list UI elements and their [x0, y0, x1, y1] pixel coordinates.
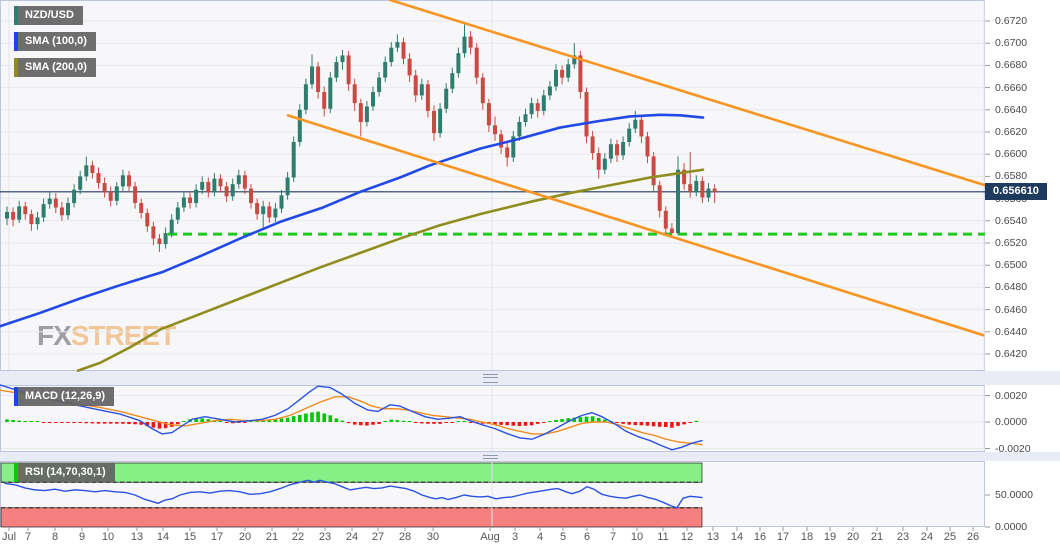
time-axis-label: 22 — [291, 531, 305, 543]
macd-indicator-label[interactable]: MACD (12,26,9) — [14, 387, 115, 406]
price-chart-panel[interactable] — [0, 0, 985, 371]
price-axis-label: 0.6520 — [995, 237, 1028, 249]
time-axis-label: 5 — [559, 531, 567, 543]
time-axis-label: 7 — [609, 531, 617, 543]
time-axis-label: 24 — [920, 531, 934, 543]
time-axis-label: 9 — [78, 531, 86, 543]
macd-axis-label: 0.0000 — [995, 416, 1028, 428]
time-axis-label: Aug — [480, 531, 500, 543]
time-axis-label: 23 — [318, 531, 332, 543]
rsi-axis-label: 50.0000 — [995, 489, 1033, 501]
sma200-color-bar-icon — [14, 58, 18, 77]
price-axis-label: 0.6660 — [995, 81, 1028, 94]
time-axis-label: Jul — [1, 531, 17, 543]
price-axis-label: 0.6420 — [995, 348, 1028, 360]
price-axis-label: 0.6700 — [995, 37, 1028, 50]
price-axis-label: 0.6680 — [995, 59, 1028, 72]
price-axis-label: 0.6540 — [995, 214, 1028, 227]
legend-symbol[interactable]: NZD/USD — [14, 6, 83, 25]
time-axis-label: 17 — [210, 531, 224, 543]
time-axis-label: 13 — [706, 531, 720, 543]
rsi-color-bar-icon — [14, 463, 18, 482]
time-axis-label: 19 — [823, 531, 837, 543]
time-axis-label: 17 — [776, 531, 790, 543]
sma100-color-bar-icon — [14, 32, 18, 51]
price-axis-label: 0.6640 — [995, 103, 1028, 116]
time-axis-label: 7 — [24, 531, 32, 543]
time-axis-label: 15 — [183, 531, 197, 543]
time-axis-label: 6 — [583, 531, 591, 543]
rsi-label: RSI (14,70,30,1) — [25, 466, 106, 478]
macd-color-bar-icon — [14, 387, 18, 406]
symbol-label: NZD/USD — [25, 9, 74, 21]
time-axis-label: 18 — [800, 531, 814, 543]
panel-divider — [0, 452, 1060, 464]
legend-sma200[interactable]: SMA (200,0) — [14, 58, 96, 77]
time-axis-label: 8 — [51, 531, 59, 543]
time-axis-label: 14 — [730, 531, 744, 543]
time-axis-label: 28 — [398, 531, 412, 543]
macd-label: MACD (12,26,9) — [25, 390, 106, 402]
price-axis-label: 0.6460 — [995, 303, 1028, 316]
price-axis-label: 0.6620 — [995, 126, 1028, 138]
time-axis-label: 11 — [657, 531, 669, 543]
time-axis-label: 25 — [943, 531, 957, 543]
time-axis-label: 13 — [130, 531, 144, 543]
rsi-indicator-label[interactable]: RSI (14,70,30,1) — [14, 463, 115, 482]
time-axis-label: 14 — [156, 531, 170, 543]
sma100-label: SMA (100,0) — [25, 35, 87, 47]
time-axis-label: 24 — [345, 531, 359, 543]
time-axis-label: 4 — [536, 531, 544, 543]
time-axis-label: 20 — [238, 531, 252, 543]
price-axis-label: 0.6480 — [995, 281, 1028, 294]
current-price-tag: 0.656610 — [985, 183, 1047, 201]
symbol-color-bar-icon — [14, 6, 18, 25]
time-axis-label: 23 — [896, 531, 910, 543]
time-axis-label: 21 — [265, 531, 279, 543]
time-axis-label: 20 — [846, 531, 860, 543]
macd-axis-label: 0.0020 — [995, 389, 1028, 402]
rsi-panel[interactable] — [0, 461, 985, 527]
panel-divider — [0, 371, 1060, 385]
price-axis-label: 0.6580 — [995, 170, 1028, 183]
time-axis-label: 27 — [371, 531, 385, 543]
legend-sma100[interactable]: SMA (100,0) — [14, 32, 96, 51]
time-axis[interactable]: Jul 7 8 9 10 13 14 15 17 20 21 22 23 24 27 28 30 Aug 3 4 5 6 7… — [0, 531, 1060, 547]
time-axis-label: 30 — [426, 531, 440, 543]
macd-panel[interactable] — [0, 385, 985, 452]
time-axis-label: 3 — [511, 531, 519, 543]
time-axis-label: 21 — [870, 531, 884, 543]
fxstreet-watermark: FXSTREET — [37, 320, 176, 351]
panel-resize-handle-icon[interactable] — [483, 374, 498, 383]
price-axis-label: 0.6440 — [995, 325, 1028, 338]
price-axis-label: 0.6500 — [995, 259, 1028, 272]
price-axis-label: 0.6600 — [995, 148, 1028, 161]
time-axis-label: 26 — [966, 531, 980, 543]
sma200-label: SMA (200,0) — [25, 61, 87, 73]
rsi-axis-ticks — [985, 494, 990, 528]
price-axis-label: 0.6720 — [995, 15, 1028, 27]
time-axis-label: 12 — [680, 531, 694, 543]
time-axis-label: 16 — [753, 531, 767, 543]
time-axis-label: 10 — [101, 531, 115, 543]
time-axis-label: 10 — [630, 531, 644, 543]
